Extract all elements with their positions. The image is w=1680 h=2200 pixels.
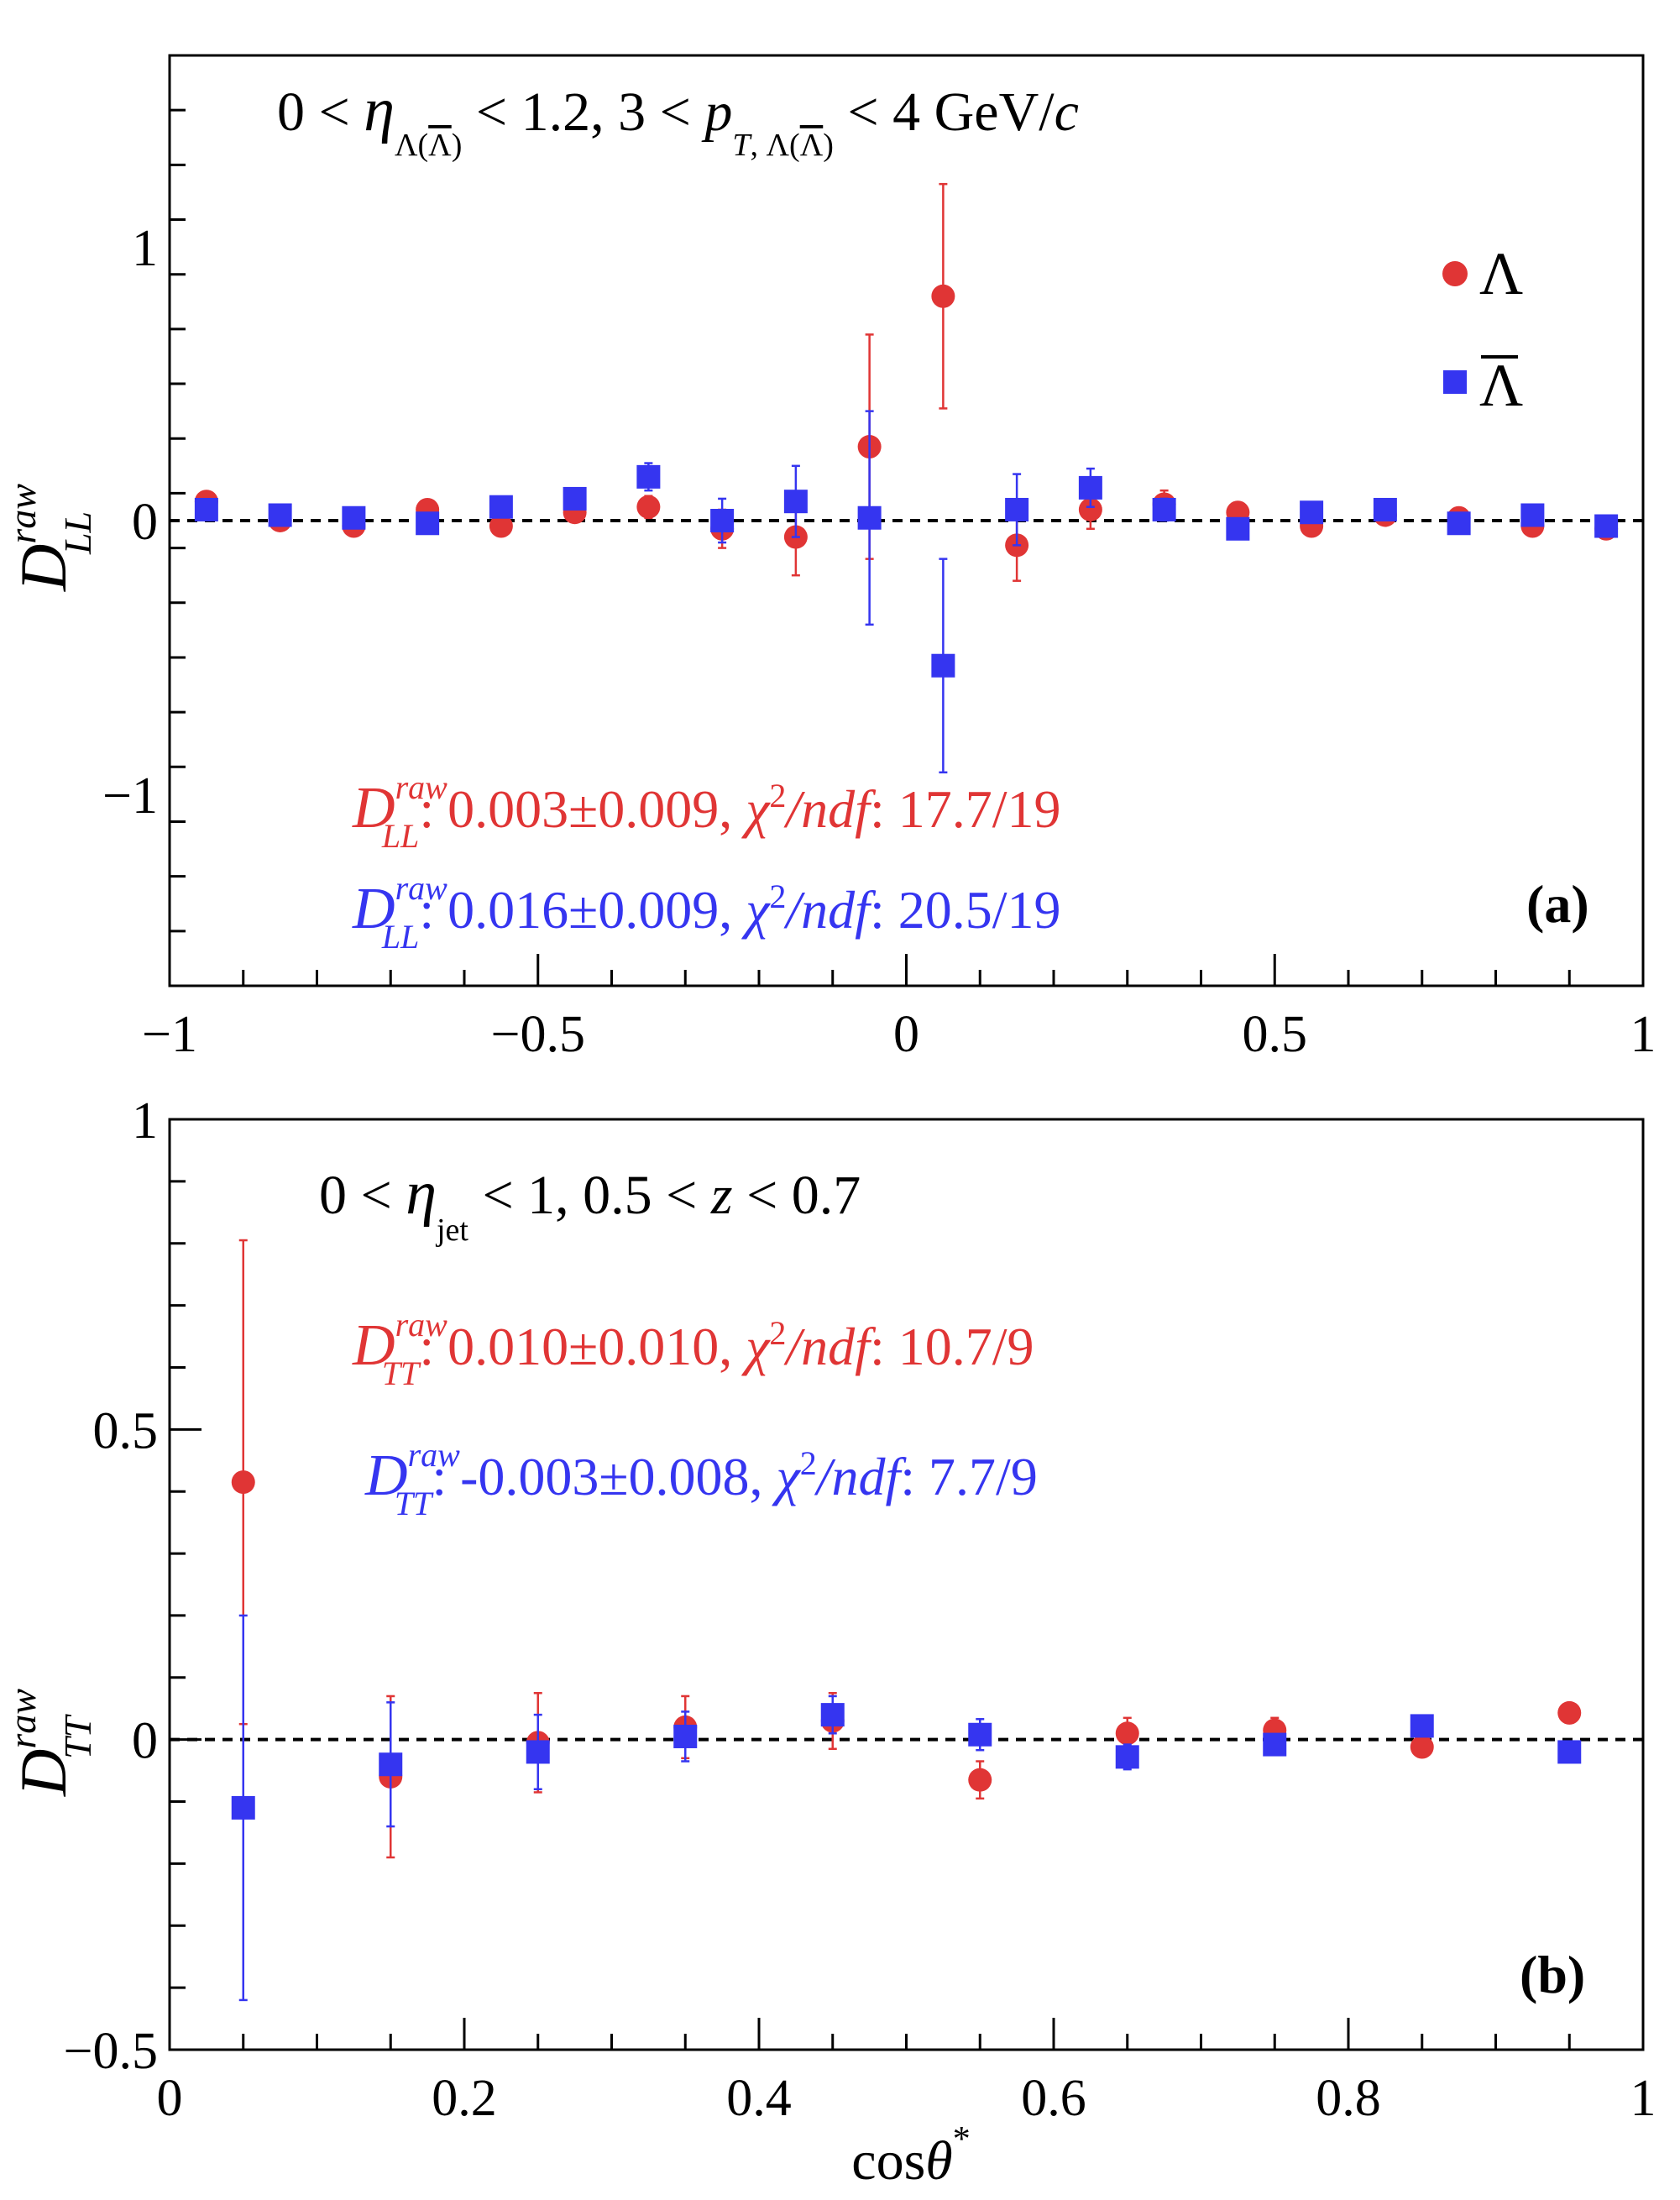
fit-result-lambda-b: Draw TT: 0.010±0.010, χ2/ndf: 10.7/9 xyxy=(352,1306,1034,1392)
fit-result-antilambda-b: Draw TT: -0.003±0.008, χ2/ndf: 7.7/9 xyxy=(364,1436,1038,1522)
x-tick-label: 0.6 xyxy=(1021,2070,1086,2127)
data-point-circle xyxy=(968,1768,992,1792)
panel-label-b: (b) xyxy=(1520,1945,1585,2004)
x-tick-label: 0.4 xyxy=(726,2070,792,2127)
data-point-circle xyxy=(1557,1700,1582,1725)
legend-label-lambda: Λ xyxy=(1479,240,1523,307)
y-tick-label: 1 xyxy=(132,1092,158,1150)
data-point-circle xyxy=(1115,1721,1139,1746)
panel-b: −0.500.510 0.2 0.4 0.6 0.8 1 0 < ηjet < 1, 0.… xyxy=(1,1092,1656,2192)
data-point-square xyxy=(489,495,513,519)
data-point-square xyxy=(1115,1745,1139,1769)
data-point-square xyxy=(416,511,440,536)
data-point-square xyxy=(231,1795,255,1820)
y-tick-label: −1 xyxy=(102,767,158,825)
data-point-circle xyxy=(1078,497,1102,521)
x-tick-label: 0.2 xyxy=(432,2070,497,2127)
data-a xyxy=(194,182,1619,774)
panel-label-a: (a) xyxy=(1526,874,1589,934)
y-tick-label: 0 xyxy=(132,1713,158,1770)
data-point-circle xyxy=(489,514,513,538)
data-point-circle xyxy=(231,1470,255,1495)
condition-b: 0 < ηjet < 1, 0.5 < z < 0.7 xyxy=(319,1159,861,1248)
data-point-square xyxy=(1078,475,1102,500)
data-point-square xyxy=(1226,516,1250,541)
data-point-square xyxy=(1263,1732,1287,1757)
y-tick-label: 0.5 xyxy=(93,1402,159,1459)
x-tick-label: 0.5 xyxy=(1243,1006,1308,1063)
data-point-square xyxy=(673,1724,698,1748)
data-point-square xyxy=(342,505,366,530)
data-point-square xyxy=(194,497,218,521)
data-point-square xyxy=(1447,511,1471,536)
data-point-square xyxy=(820,1703,845,1727)
series-antilambda xyxy=(194,410,1619,774)
data-point-square xyxy=(1410,1714,1434,1738)
data-point-square xyxy=(1300,500,1324,525)
data-point-circle xyxy=(636,495,661,519)
data-point-square xyxy=(563,486,587,511)
data-point-square xyxy=(857,505,882,530)
data-point-square xyxy=(526,1740,550,1764)
data-point-square xyxy=(1373,497,1397,521)
x-tick-label: 0.8 xyxy=(1316,2070,1381,2127)
data-point-square xyxy=(783,490,808,514)
x-tick-label: 1 xyxy=(1630,1006,1656,1063)
y-tick-label: −0.5 xyxy=(64,2023,158,2080)
data-point-circle xyxy=(931,284,955,308)
y-tick-label: 0 xyxy=(132,494,158,551)
y-axis-title-a: Draw LL xyxy=(1,484,99,592)
data-point-circle xyxy=(1410,1735,1434,1759)
legend-label-antilambda: Λ xyxy=(1479,352,1523,419)
ticks-b: −0.500.510 0.2 0.4 0.6 0.8 1 xyxy=(64,1092,1656,2127)
fit-result-lambda-a: Draw LL: 0.003±0.009, χ2/ndf: 17.7/19 xyxy=(352,768,1061,855)
data-point-square xyxy=(710,509,735,532)
data-point-square xyxy=(1557,1740,1582,1764)
data-b xyxy=(231,1239,1582,2002)
condition-a: 0 < ηΛ(Λ) < 1.2, 3 < pT, Λ(Λ) < 4 GeV/c xyxy=(277,76,1079,163)
data-point-square xyxy=(968,1722,992,1747)
data-point-square xyxy=(379,1752,403,1777)
y-tick-label: 1 xyxy=(132,220,158,277)
data-point-square xyxy=(1594,514,1619,538)
data-point-square xyxy=(1005,497,1029,521)
data-point-square xyxy=(268,503,292,527)
ticks-a: −1 0 1 −1 −0.5 0 0.5 1 xyxy=(102,54,1656,1063)
legend-marker-antilambda xyxy=(1443,370,1467,394)
x-tick-label: 0 xyxy=(893,1006,919,1063)
x-tick-label: 1 xyxy=(1630,2070,1656,2127)
data-point-square xyxy=(636,464,661,489)
x-tick-label: −1 xyxy=(142,1006,197,1063)
x-tick-label: −0.5 xyxy=(491,1006,585,1063)
series-antilambda xyxy=(231,1614,1582,2002)
data-point-square xyxy=(1152,497,1176,521)
data-point-square xyxy=(1520,503,1545,527)
plot-frame-b xyxy=(168,1118,1645,2051)
data-point-square xyxy=(931,653,955,678)
legend-marker-lambda xyxy=(1442,261,1468,286)
y-axis-title-b: Draw TT xyxy=(1,1689,99,1797)
x-tick-label: 0 xyxy=(157,2070,183,2127)
panel-a: −1 0 1 −1 −0.5 0 0.5 1 0 < ηΛ(Λ) < 1.2, 3 < pT,… xyxy=(1,54,1656,1063)
x-axis-title-b: cosθ* xyxy=(851,2120,970,2192)
legend-a: Λ Λ xyxy=(1442,240,1523,419)
fit-result-antilambda-a: Draw LL: 0.016±0.009, χ2/ndf: 20.5/19 xyxy=(352,869,1061,956)
